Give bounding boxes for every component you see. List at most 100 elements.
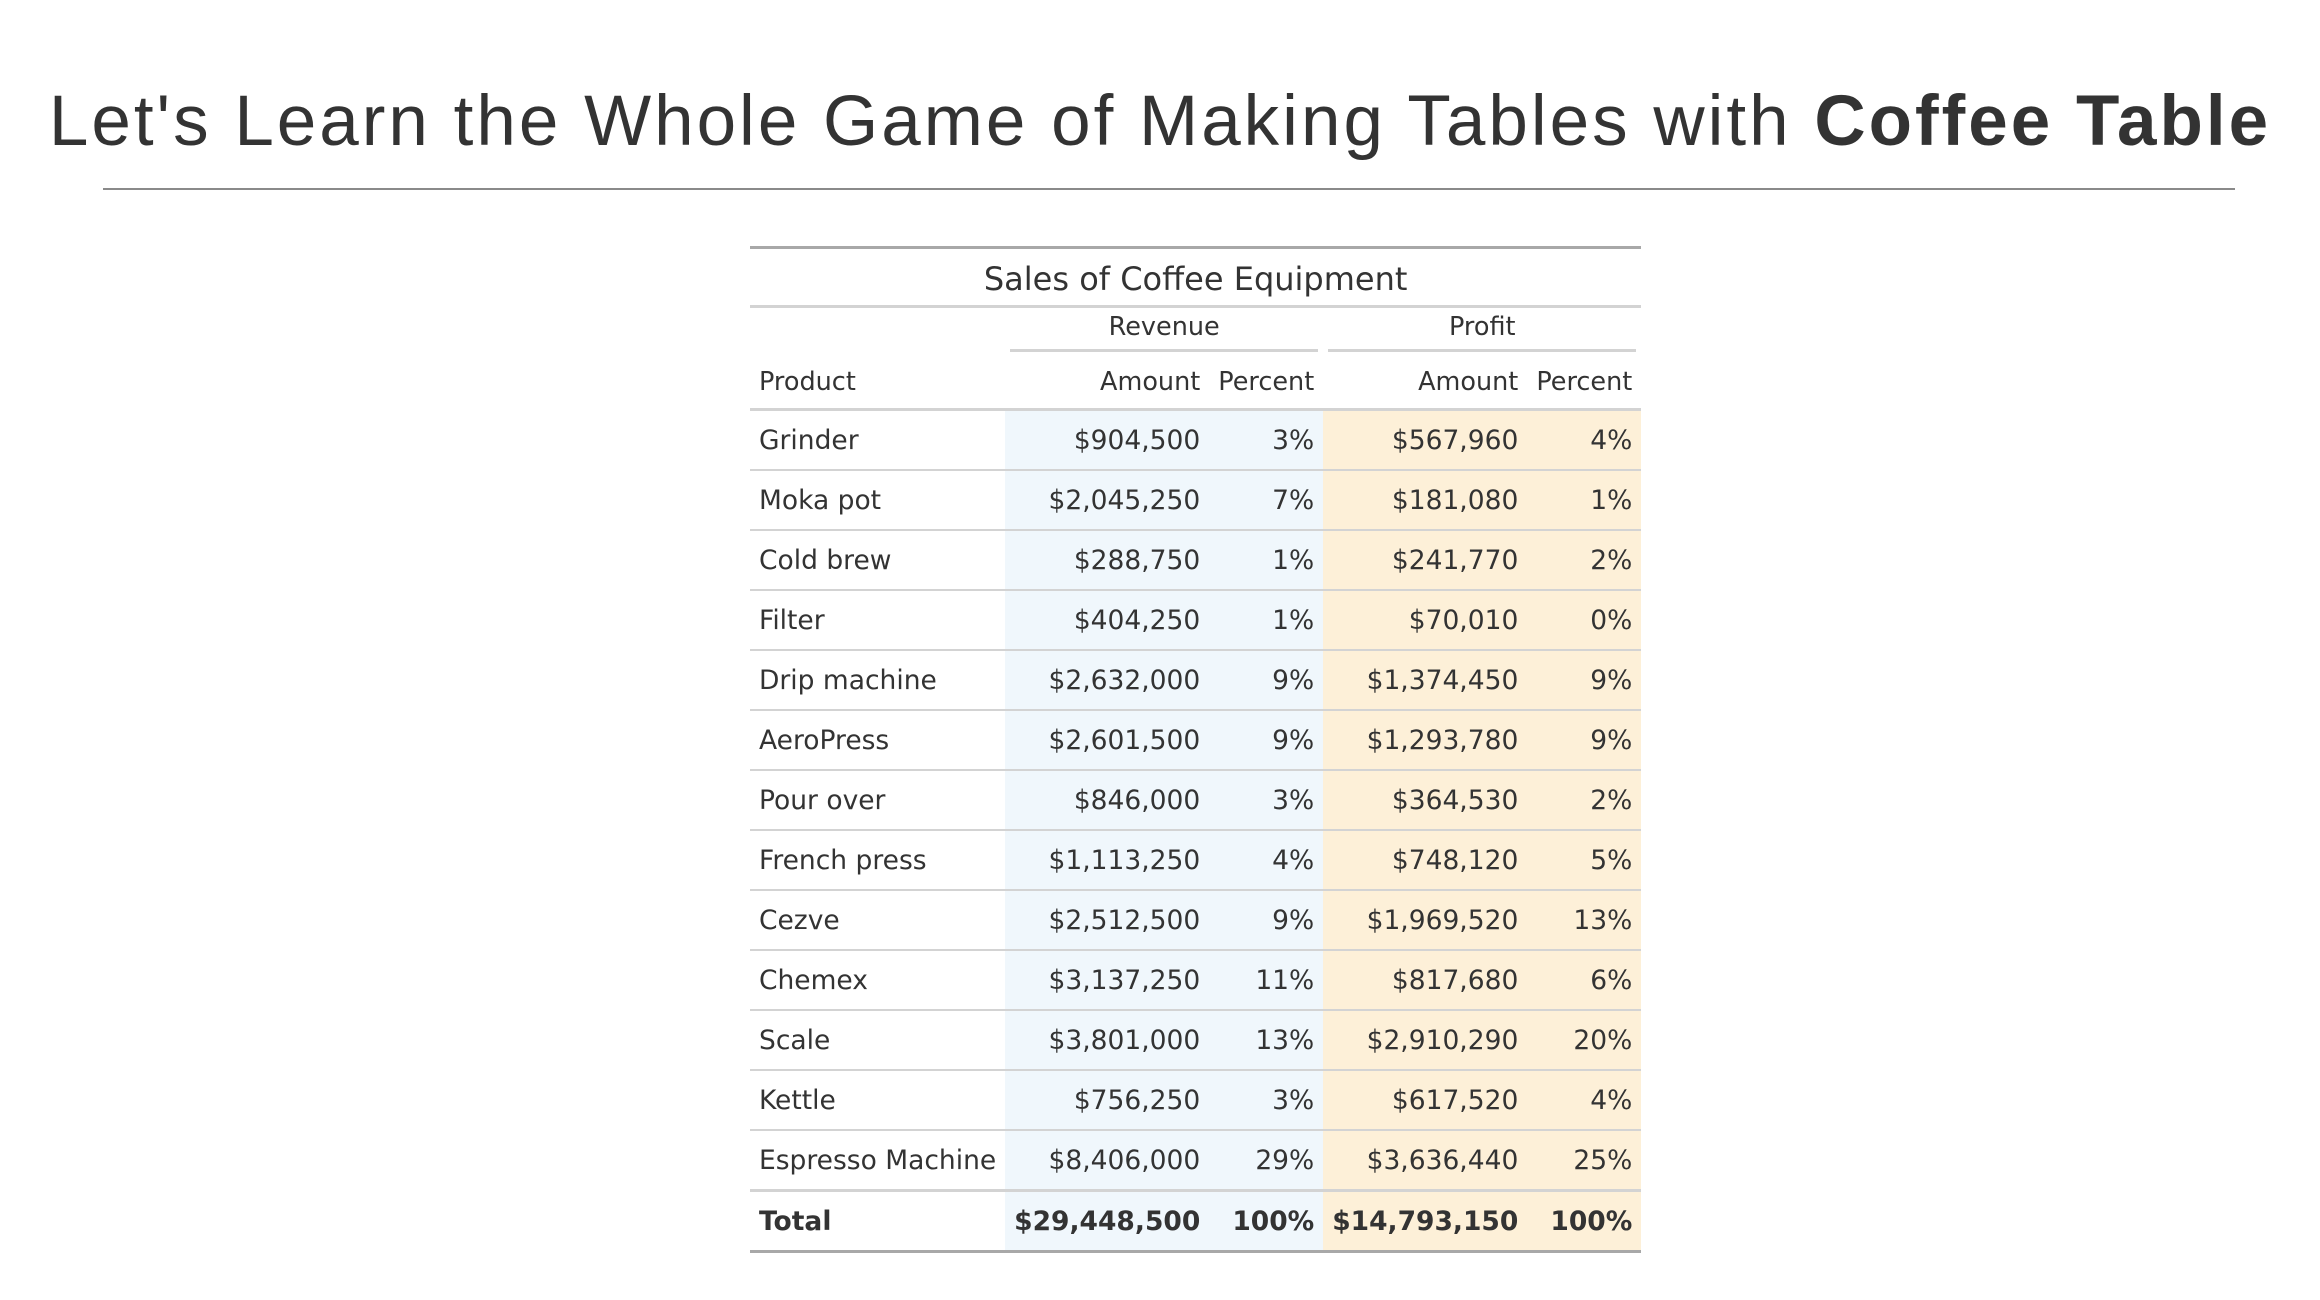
product-column-header: Product [750,356,1006,411]
revenue-amount-cell: $2,632,000 [1005,649,1210,710]
product-cell: Cezve [750,889,1006,950]
product-cell: Chemex [750,949,1006,1010]
revenue-percent-cell: 3% [1209,1069,1324,1130]
profit-amount-cell: $617,520 [1323,1069,1528,1130]
sales-table: Sales of Coffee Equipment Revenue Profit… [750,246,1642,1253]
total-row: Total $29,448,500 100% $14,793,150 100% [750,1189,1642,1253]
table-row: Kettle $756,250 3% $617,520 4% [750,1069,1642,1130]
revenue-percent-column-header: Percent [1209,356,1324,411]
revenue-percent-cell: 13% [1209,1009,1324,1070]
revenue-amount-cell: $2,512,500 [1005,889,1210,950]
revenue-amount-cell: $8,406,000 [1005,1129,1210,1191]
revenue-amount-cell: $846,000 [1005,769,1210,830]
revenue-percent-cell: 9% [1209,709,1324,770]
revenue-percent-cell: 1% [1209,589,1324,650]
product-cell: Moka pot [750,469,1006,530]
profit-spanner-label: Profit [1328,312,1637,352]
profit-percent-cell: 2% [1527,529,1642,590]
profit-percent-cell: 6% [1527,949,1642,1010]
revenue-amount-cell: $2,045,250 [1005,469,1210,530]
profit-amount-cell: $364,530 [1323,769,1528,830]
column-header-row: Product Amount Percent Amount Percent [750,356,1642,411]
profit-amount-cell: $1,293,780 [1323,709,1528,770]
revenue-amount-cell: $1,113,250 [1005,829,1210,890]
profit-percent-cell: 4% [1527,1069,1642,1130]
profit-percent-cell: 9% [1527,649,1642,710]
table-title: Sales of Coffee Equipment [750,246,1642,308]
revenue-spanner-label: Revenue [1010,312,1319,352]
revenue-percent-cell: 29% [1209,1129,1324,1191]
table-row: Grinder $904,500 3% $567,960 4% [750,408,1642,470]
profit-amount-cell: $241,770 [1323,529,1528,590]
profit-amount-cell: $181,080 [1323,469,1528,530]
table-row: Filter $404,250 1% $70,010 0% [750,589,1642,650]
revenue-amount-cell: $756,250 [1005,1069,1210,1130]
table-row: Pour over $846,000 3% $364,530 2% [750,769,1642,830]
profit-spanner: Profit [1323,307,1641,357]
table-row: French press $1,113,250 4% $748,120 5% [750,829,1642,890]
table-row: Espresso Machine $8,406,000 29% $3,636,440 2… [750,1129,1642,1191]
profit-amount-cell: $3,636,440 [1323,1129,1528,1191]
table-row: Scale $3,801,000 13% $2,910,290 20% [750,1009,1642,1070]
product-cell: Espresso Machine [750,1129,1006,1191]
table-row: Cezve $2,512,500 9% $1,969,520 13% [750,889,1642,950]
slide-title: Let's Learn the Whole Game of Making Tab… [0,72,2320,172]
total-label: Total [750,1189,1006,1253]
profit-percent-cell: 9% [1527,709,1642,770]
profit-amount-column-header: Amount [1323,356,1528,411]
revenue-amount-cell: $2,601,500 [1005,709,1210,770]
profit-percent-column-header: Percent [1527,356,1642,411]
profit-amount-cell: $1,969,520 [1323,889,1528,950]
product-cell: Grinder [750,408,1006,470]
profit-percent-cell: 4% [1527,408,1642,470]
table-heading-row: Sales of Coffee Equipment [750,246,1642,308]
revenue-amount-cell: $288,750 [1005,529,1210,590]
revenue-percent-cell: 3% [1209,769,1324,830]
total-profit-amount: $14,793,150 [1323,1189,1528,1253]
table-row: Cold brew $288,750 1% $241,770 2% [750,529,1642,590]
revenue-percent-cell: 7% [1209,469,1324,530]
revenue-amount-cell: $3,801,000 [1005,1009,1210,1070]
profit-percent-cell: 5% [1527,829,1642,890]
profit-amount-cell: $817,680 [1323,949,1528,1010]
slide-title-emphasis: Coffee Table [1814,82,2272,161]
product-cell: Filter [750,589,1006,650]
product-cell: French press [750,829,1006,890]
profit-percent-cell: 13% [1527,889,1642,950]
table-row: Moka pot $2,045,250 7% $181,080 1% [750,469,1642,530]
revenue-amount-cell: $904,500 [1005,408,1210,470]
total-revenue-amount: $29,448,500 [1005,1189,1210,1253]
profit-amount-cell: $1,374,450 [1323,649,1528,710]
table-row: AeroPress $2,601,500 9% $1,293,780 9% [750,709,1642,770]
product-cell: AeroPress [750,709,1006,770]
total-revenue-percent: 100% [1209,1189,1324,1253]
profit-percent-cell: 0% [1527,589,1642,650]
product-cell: Scale [750,1009,1006,1070]
revenue-amount-column-header: Amount [1005,356,1210,411]
revenue-amount-cell: $3,137,250 [1005,949,1210,1010]
profit-amount-cell: $2,910,290 [1323,1009,1528,1070]
revenue-percent-cell: 9% [1209,889,1324,950]
spanner-row: Revenue Profit [750,307,1641,357]
profit-percent-cell: 2% [1527,769,1642,830]
revenue-spanner: Revenue [1005,307,1323,357]
spanner-empty [750,307,1005,357]
table-row: Chemex $3,137,250 11% $817,680 6% [750,949,1642,1010]
revenue-percent-cell: 4% [1209,829,1324,890]
product-cell: Drip machine [750,649,1006,710]
profit-amount-cell: $567,960 [1323,408,1528,470]
product-cell: Cold brew [750,529,1006,590]
profit-percent-cell: 1% [1527,469,1642,530]
profit-percent-cell: 25% [1527,1129,1642,1191]
table-body: Grinder $904,500 3% $567,960 4% Moka pot $2,04… [750,408,1642,1191]
product-cell: Pour over [750,769,1006,830]
revenue-percent-cell: 11% [1209,949,1324,1010]
slide-title-text: Let's Learn the Whole Game of Making Tab… [48,82,1815,161]
profit-amount-cell: $70,010 [1323,589,1528,650]
revenue-percent-cell: 9% [1209,649,1324,710]
revenue-percent-cell: 3% [1209,408,1324,470]
total-profit-percent: 100% [1527,1189,1642,1253]
profit-percent-cell: 20% [1527,1009,1642,1070]
title-divider [103,188,2235,190]
revenue-percent-cell: 1% [1209,529,1324,590]
